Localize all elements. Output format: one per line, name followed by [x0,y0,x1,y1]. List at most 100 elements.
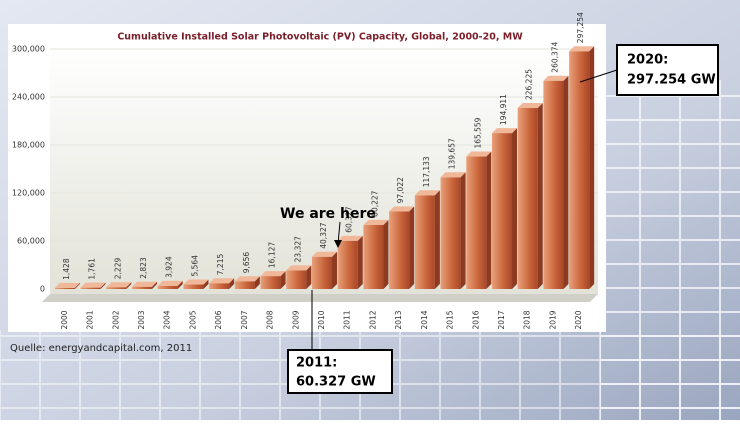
bar-side [434,190,440,289]
bar-side [332,251,338,289]
x-tick-label: 2002 [111,310,120,329]
y-tick-label: 120,000 [12,189,45,198]
bar-side [126,282,132,289]
value-label: 9,656 [242,252,251,274]
x-tick-label: 2018 [523,310,532,329]
bar-top [54,282,80,288]
value-label: 60,327 [345,206,354,232]
x-tick-label: 2006 [214,310,223,329]
value-label: 80,227 [370,190,379,216]
bar [54,287,75,289]
bar [80,287,101,289]
value-label: 23,327 [293,236,302,262]
value-label: 2,229 [113,258,122,280]
x-tick-label: 2014 [420,310,429,329]
x-tick-label: 2013 [394,310,403,329]
value-label: 16,127 [268,242,277,268]
value-label: 297,254 [576,12,585,43]
x-tick-label: 2008 [266,310,275,329]
bar-top [517,103,543,109]
bar-top [440,172,466,178]
bar-side [512,128,518,289]
arrow-head [334,240,342,248]
x-tick-label: 2017 [497,310,506,329]
annotation: 2020: [627,53,668,68]
bar-side [254,276,260,289]
value-label: 1,428 [62,258,71,280]
bar-top [543,75,569,81]
value-label: 117,133 [422,156,431,187]
bar-side [203,279,209,289]
value-label: 194,911 [499,94,508,125]
x-tick-label: 2016 [471,310,480,329]
value-label: 165,559 [473,117,482,148]
x-tick-label: 2000 [60,310,69,329]
annotation-box [287,349,393,394]
bar-top [260,271,286,277]
annotation: We are here [280,206,376,222]
bar-top [286,265,312,271]
bar [517,108,538,290]
bar-top [106,282,132,288]
bar [157,285,178,289]
bar-top [389,206,415,212]
bar-side [409,206,415,289]
bar [466,156,487,289]
value-label: 5,564 [190,255,199,277]
annotation: 297.254 GW [627,73,716,88]
y-tick-label: 0 [40,285,45,294]
bar-side [589,46,595,289]
bar-side [306,265,312,289]
bar [106,287,127,289]
bar [491,133,513,289]
x-tick-label: 2011 [343,310,352,329]
bar-top [209,278,235,284]
bar [183,284,204,289]
chart-title: Cumulative Installed Solar Photovoltaic … [117,32,523,43]
value-label: 40,327 [319,222,328,248]
bar-side [383,219,389,289]
x-tick-label: 2003 [137,310,146,329]
bar [543,80,564,289]
bar-top [466,151,492,157]
annotation-line [579,69,618,83]
value-label: 1,761 [88,258,97,280]
bar-side [357,235,363,289]
bar-side [100,282,106,289]
bar [363,224,384,289]
bar [311,256,333,289]
bar-top [337,235,363,241]
annotation: 2011: [296,356,337,371]
bar [337,240,358,289]
bar-side [460,172,466,289]
bar-side [74,282,80,289]
x-tick-label: 2015 [446,310,455,329]
bar [131,286,153,289]
bar-top [491,128,518,134]
value-label: 226,225 [525,69,534,100]
value-label: 260,374 [550,41,559,72]
bar-top [234,276,260,282]
x-tick-label: 2019 [548,310,557,329]
value-label: 7,215 [216,254,225,276]
annotation: 60.327 GW [296,375,376,390]
x-tick-label: 2007 [240,310,249,329]
y-tick-label: 300,000 [12,45,45,54]
bar-side [537,103,543,290]
value-label: 3,924 [165,256,174,278]
bar-top [183,279,209,285]
bar-top [311,251,338,257]
bar-side [280,271,286,289]
bar [209,283,230,289]
x-tick-label: 2020 [574,310,583,329]
x-tick-label: 2001 [86,310,95,329]
bar-side [563,75,569,289]
bar-top [131,281,158,287]
x-tick-label: 2004 [163,310,172,329]
bar-top [80,282,106,288]
x-tick-label: 2012 [368,310,377,329]
bar [414,195,435,289]
y-tick-label: 180,000 [12,141,45,150]
bar [389,211,410,289]
